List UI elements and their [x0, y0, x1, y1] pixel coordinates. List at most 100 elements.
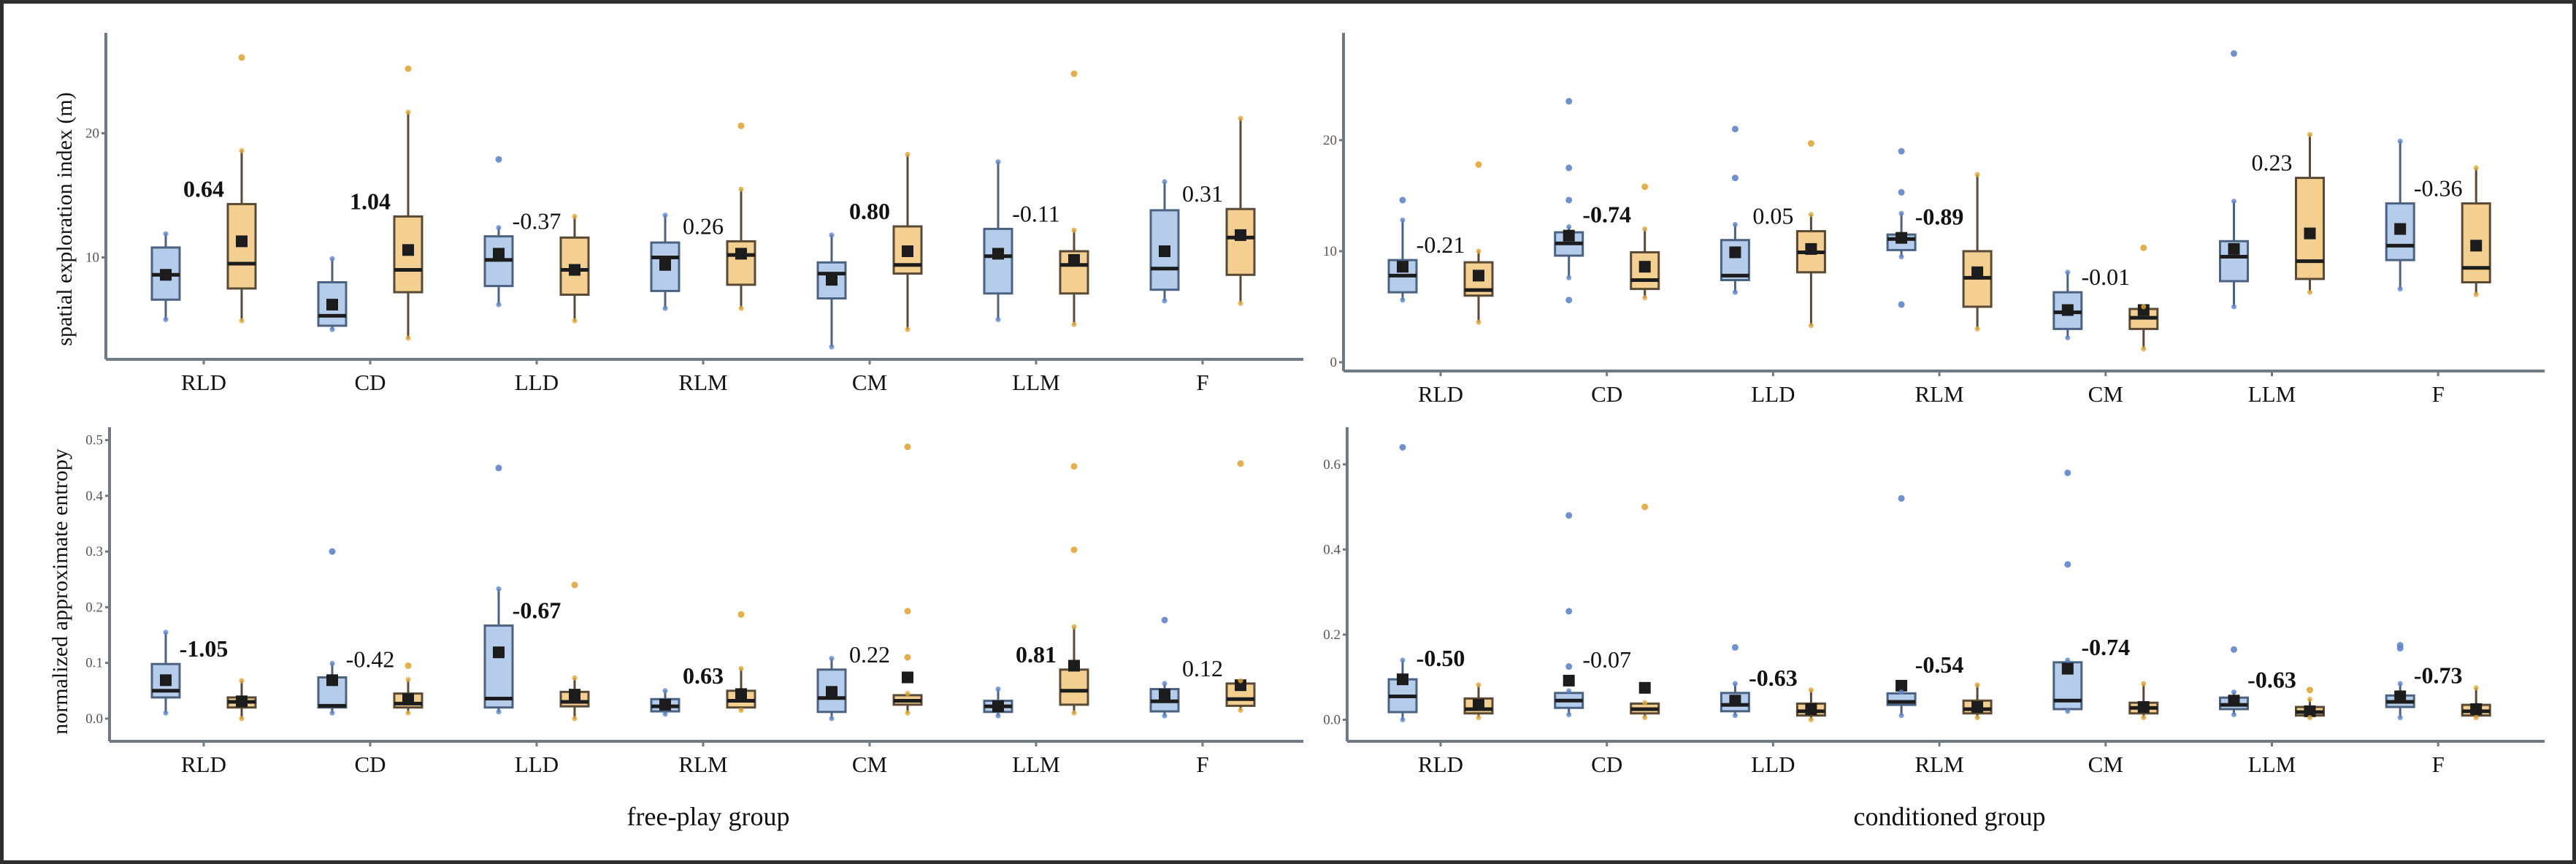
outlier-point	[1475, 161, 1482, 168]
group-title-free-play: free-play group	[627, 802, 790, 831]
data-point	[329, 710, 335, 716]
effect-size-label: -0.63	[2247, 666, 2296, 692]
data-point	[1642, 226, 1648, 232]
x-tick-label-rld: RLD	[181, 752, 226, 777]
x-tick-label-rlm: RLM	[1915, 752, 1964, 777]
mean-marker	[326, 674, 338, 687]
mean-marker	[2470, 703, 2483, 715]
effect-size-label: 0.12	[1182, 655, 1223, 681]
mean-marker	[659, 698, 671, 711]
outlier-point	[2396, 645, 2404, 652]
mean-marker	[1563, 229, 1575, 242]
panel-spatial-free-play: 10 20 RLD 0.64 CD 1.04 LLD -0.37 RLM 0.26 CM 0.80 LL…	[85, 33, 1303, 395]
mean-marker	[1638, 261, 1651, 273]
data-point	[738, 186, 744, 192]
data-point	[405, 335, 411, 341]
data-point	[829, 656, 835, 662]
y-tick-label: 0.2	[1323, 627, 1341, 643]
data-point	[1808, 212, 1814, 218]
outlier-point	[1237, 460, 1244, 467]
box-orange-cm	[892, 151, 923, 332]
y-tick-label: 0	[1330, 355, 1338, 370]
data-point	[2473, 165, 2479, 171]
data-point	[1476, 682, 1481, 688]
data-point	[405, 677, 411, 683]
outlier-point	[904, 608, 911, 615]
data-point	[239, 148, 245, 153]
mean-marker	[659, 259, 671, 271]
data-point	[829, 716, 835, 722]
x-tick-label-llm: LLM	[1012, 752, 1059, 777]
x-tick-label-rld: RLD	[1418, 752, 1463, 777]
outlier-point	[1898, 494, 1905, 502]
x-tick-label-cm: CM	[2088, 752, 2123, 777]
box-blue-llm	[983, 687, 1013, 719]
data-point	[329, 660, 335, 666]
data-point	[1162, 179, 1168, 185]
box-orange-rld	[226, 54, 257, 324]
mean-marker	[1235, 679, 1246, 692]
data-point	[405, 710, 411, 716]
data-point	[1071, 227, 1077, 233]
data-point	[995, 713, 1001, 719]
data-point	[2231, 689, 2236, 695]
outlier-point	[405, 65, 412, 72]
y-tick-label: 0.3	[85, 544, 103, 559]
box-orange-rld	[1463, 682, 1494, 721]
iqr-box	[983, 227, 1013, 295]
data-point	[1476, 248, 1481, 254]
effect-size-label: 0.63	[683, 662, 724, 689]
data-point	[1898, 210, 1904, 216]
mean-marker	[326, 299, 338, 311]
x-tick-label-cd: CD	[1591, 752, 1622, 777]
data-point	[1238, 300, 1243, 306]
x-tick-label-cm: CM	[852, 752, 887, 777]
outlier-point	[737, 122, 745, 129]
data-point	[2397, 286, 2403, 292]
effect-size-label: -0.73	[2414, 662, 2463, 688]
box-orange-cm	[2128, 681, 2159, 721]
outlier-point	[1565, 663, 1573, 670]
x-tick-label-llm: LLM	[1012, 370, 1059, 395]
iqr-box	[816, 261, 847, 300]
x-tick-label-cm: CM	[852, 370, 887, 395]
mean-marker	[1971, 701, 1984, 714]
mean-marker	[1729, 695, 1741, 707]
mean-marker	[2228, 242, 2240, 255]
outlier-point	[1565, 512, 1573, 519]
data-point	[905, 691, 911, 697]
box-blue-f	[2385, 642, 2415, 721]
mean-marker	[1895, 679, 1908, 692]
y-tick-label: 0.2	[85, 600, 103, 615]
outlier-point	[1731, 126, 1739, 133]
box-blue-llm	[983, 159, 1013, 322]
box-blue-rld	[1387, 196, 1418, 303]
box-orange-cd	[393, 662, 423, 716]
x-tick-label-lld: LLD	[1751, 381, 1795, 407]
outlier-point	[2231, 646, 2237, 653]
box-blue-f	[1149, 179, 1180, 304]
x-tick-label-cd: CD	[1591, 381, 1622, 407]
data-point	[239, 678, 245, 684]
data-point	[2231, 304, 2236, 310]
outlier-point	[1161, 616, 1168, 624]
group-title-conditioned: conditioned group	[1854, 802, 2046, 831]
data-point	[2065, 708, 2071, 714]
data-point	[2141, 346, 2147, 352]
effect-size-label: -0.67	[513, 597, 561, 624]
box-blue-lld	[483, 465, 514, 715]
box-blue-cm	[816, 656, 847, 722]
data-point	[496, 225, 502, 231]
data-point	[2141, 681, 2147, 687]
data-point	[1732, 713, 1738, 719]
data-point	[1566, 712, 1572, 718]
iqr-box	[483, 624, 514, 709]
mean-marker	[2394, 223, 2407, 235]
y-tick-label: 20	[1323, 133, 1337, 148]
data-point	[905, 326, 911, 332]
outlier-point	[1565, 196, 1573, 204]
outlier-point	[904, 443, 911, 451]
box-orange-llm	[2295, 687, 2325, 721]
